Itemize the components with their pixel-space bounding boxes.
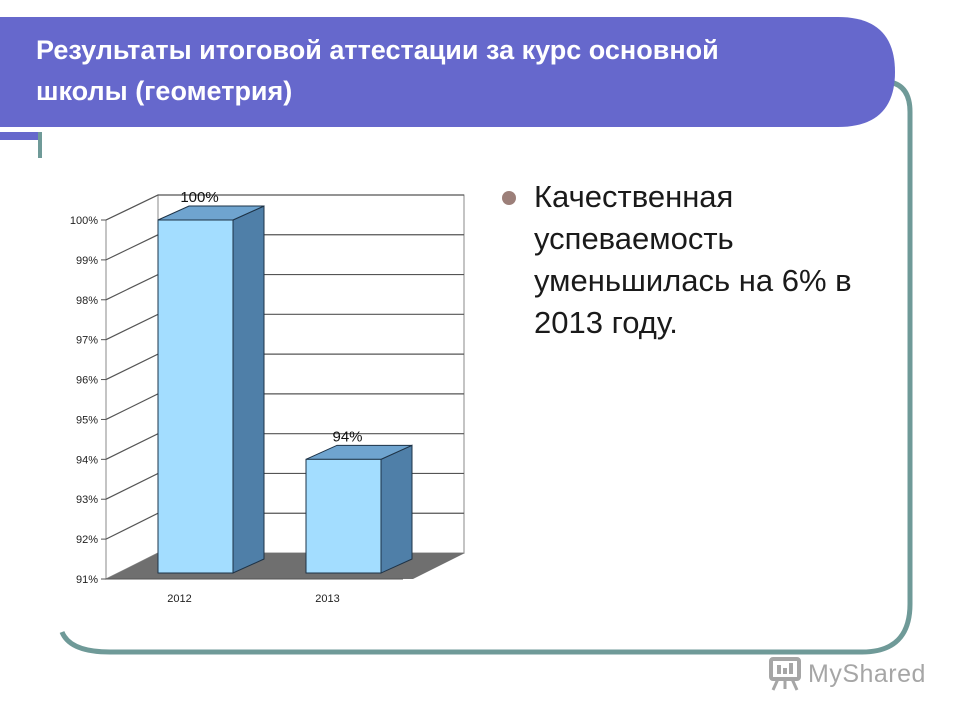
y-tick-label: 92% [76,534,98,546]
bar [157,219,234,574]
title-band [0,17,895,127]
y-tick-label: 93% [76,494,98,506]
bar-side [380,444,413,574]
slide-title: Результаты итоговой аттестации за курс о… [36,35,719,106]
data-labels: 100% 94% [180,189,362,445]
y-tick-label: 95% [76,414,98,426]
title-underline [0,127,845,132]
bar-side [232,205,265,574]
data-label: 94% [332,428,362,445]
y-tick-label: 94% [76,454,98,466]
x-tick-label: 2012 [167,593,191,605]
gridline [105,194,464,221]
presentation-board-icon [769,657,801,691]
x-axis-ticks: 2012 2013 [167,593,339,605]
watermark-text: MyShared [808,659,926,688]
bullet-dot-icon [502,191,516,205]
y-tick-label: 97% [76,335,98,347]
frame-border [59,79,913,655]
y-tick-label: 99% [76,255,98,267]
y-tick-label: 96% [76,375,98,387]
x-tick-label: 2013 [315,593,339,605]
bullet-item: Качественная успеваемость уменьшилась на… [498,176,888,344]
y-tick-label: 98% [76,295,98,307]
y-tick-label: 100% [70,215,98,227]
chart-side-wall [105,194,159,580]
frame-tick [38,132,42,158]
y-axis-ticks: 91% 92% 93% 94% 95% 96% 97% 98% 99% 100% [70,215,106,586]
bar [305,458,382,574]
bullet-list: Качественная успеваемость уменьшилась на… [498,176,888,344]
bullet-text: Качественная успеваемость уменьшилась на… [534,179,852,340]
data-label: 100% [180,189,218,206]
y-tick-label: 91% [76,574,98,586]
chart-bars [157,205,413,574]
watermark: MyShared [768,652,926,696]
title-underline-left [0,132,38,140]
